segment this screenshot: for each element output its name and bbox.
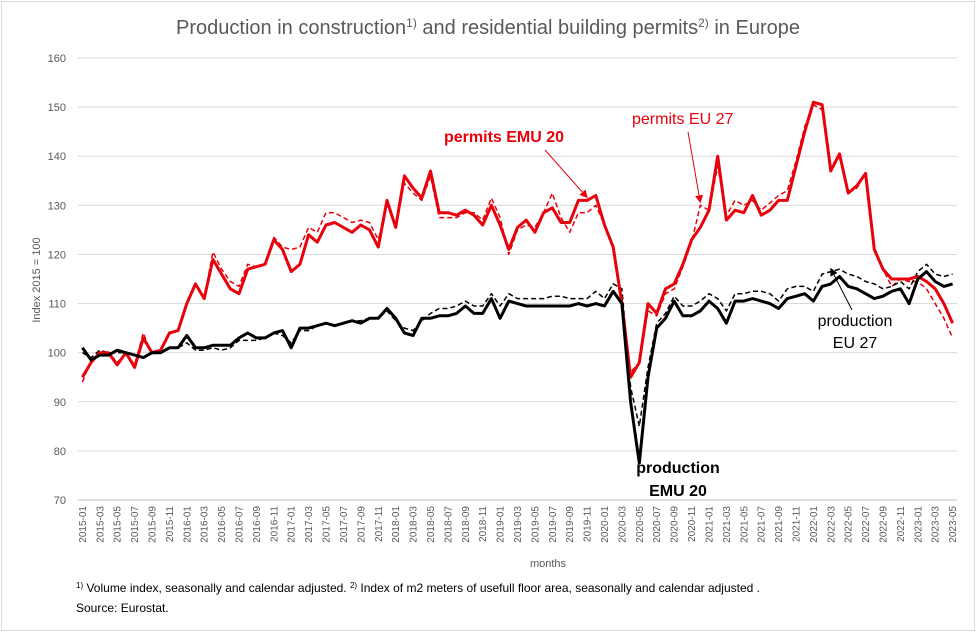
x-tick-label: 2020-03 — [617, 506, 628, 543]
footnote-text-1: Volume index, seasonally and calendar ad… — [83, 581, 350, 595]
x-tick-label: 2020-07 — [652, 506, 663, 543]
x-tick-label: 2019-03 — [513, 506, 524, 543]
x-tick-label: 2018-07 — [443, 506, 454, 543]
source-line: Source: Eurostat. — [76, 601, 169, 615]
x-tick-label: 2016-07 — [235, 506, 246, 543]
x-tick-label: 2018-01 — [391, 506, 402, 543]
label-production-eu27-line1: production — [818, 313, 893, 330]
x-tick-label: 2019-11 — [583, 506, 594, 542]
x-tick-label: 2015-03 — [95, 506, 106, 543]
y-tick-label: 130 — [48, 200, 66, 212]
y-tick-label: 120 — [48, 249, 66, 261]
x-tick-label: 2020-01 — [600, 506, 611, 543]
x-tick-label: 2017-11 — [374, 506, 385, 542]
arrow-permits-eu27 — [687, 131, 704, 204]
footnote-ref-2: 2) — [349, 581, 358, 590]
y-axis-title: Index 2015 = 100 — [31, 237, 43, 322]
x-tick-label: 2015-11 — [165, 506, 176, 542]
series-lines — [81, 100, 954, 465]
y-tick-label: 140 — [48, 151, 66, 163]
x-tick-label: 2022-05 — [844, 506, 855, 543]
x-tick-label: 2021-11 — [792, 506, 803, 542]
footnote-line: 1) Volume index, seasonally and calendar… — [76, 576, 760, 598]
x-tick-label: 2019-09 — [565, 506, 576, 543]
label-permits-emu20: permits EMU 20 — [444, 129, 564, 146]
x-tick-label: 2021-05 — [739, 506, 750, 543]
x-tick-label: 2018-09 — [461, 506, 472, 543]
x-tick-label: 2017-05 — [322, 506, 333, 543]
x-tick-label: 2017-07 — [339, 506, 350, 543]
x-tick-label: 2019-01 — [496, 506, 507, 543]
x-tick-label: 2016-05 — [217, 506, 228, 543]
arrow-permits-emu20 — [544, 149, 588, 199]
y-tick-label: 70 — [54, 495, 66, 507]
x-tick-labels: 2015-01 2015-03 2015-05 2015-07 2015-09 2015-… — [78, 506, 959, 543]
x-tick-label: 2018-05 — [426, 506, 437, 543]
x-tick-label: 2022-01 — [809, 506, 820, 543]
x-tick-label: 2015-05 — [113, 506, 124, 543]
x-tick-label: 2022-09 — [879, 506, 890, 543]
x-tick-label: 2022-03 — [826, 506, 837, 543]
x-tick-label: 2017-09 — [356, 506, 367, 543]
x-tick-label: 2023-05 — [948, 506, 959, 543]
x-tick-label: 2017-03 — [304, 506, 315, 543]
series-line-permits-eu27 — [81, 103, 954, 383]
label-production-eu27-line2: EU 27 — [833, 335, 878, 352]
series-line-production-eu27 — [82, 263, 953, 428]
x-tick-label: 2021-01 — [705, 506, 716, 543]
y-tick-label: 100 — [48, 348, 66, 360]
x-tick-label: 2021-07 — [757, 506, 768, 543]
label-production-emu20-line1: production — [636, 460, 720, 477]
x-tick-label: 2018-11 — [478, 506, 489, 542]
x-tick-label: 2016-11 — [269, 506, 280, 542]
arrow-production-eu27 — [830, 267, 853, 311]
x-tick-label: 2018-03 — [409, 506, 420, 543]
x-tick-label: 2020-05 — [635, 506, 646, 543]
gridlines — [78, 57, 957, 501]
title-part2: and residential building permits — [416, 17, 699, 39]
y-tick-label: 160 — [48, 53, 66, 65]
x-axis-title: months — [530, 558, 567, 570]
x-tick-label: 2023-01 — [913, 506, 924, 543]
x-tick-label: 2019-05 — [530, 506, 541, 543]
y-tick-labels: 70 80 90 100 110 120 130 140 150 160 — [48, 53, 66, 507]
y-tick-label: 150 — [48, 102, 66, 114]
x-tick-label: 2015-09 — [148, 506, 159, 543]
title-part1: Production in construction — [176, 17, 407, 39]
x-tick-label: 2016-01 — [182, 506, 193, 543]
title-footnote-ref-1: 1) — [406, 16, 417, 30]
annotation-arrows — [544, 131, 853, 311]
footnote-text-2: Index of m2 meters of usefull floor area… — [357, 581, 760, 595]
x-tick-label: 2017-01 — [287, 506, 298, 543]
x-tick-label: 2022-07 — [861, 506, 872, 543]
x-tick-label: 2021-09 — [774, 506, 785, 543]
series-line-production-emu20 — [81, 270, 954, 465]
chart-title: Production in construction1) and residen… — [0, 16, 976, 40]
x-tick-label: 2015-07 — [130, 506, 141, 543]
label-permits-eu27: permits EU 27 — [632, 111, 733, 128]
y-tick-label: 110 — [48, 299, 66, 311]
x-tick-label: 2020-09 — [670, 506, 681, 543]
y-tick-label: 90 — [54, 397, 66, 409]
x-tick-label: 2015-01 — [78, 506, 89, 543]
x-tick-label: 2016-03 — [200, 506, 211, 543]
x-tick-label: 2021-03 — [722, 506, 733, 543]
series-line-permits-emu20 — [81, 100, 954, 379]
footnote-ref-1: 1) — [76, 581, 84, 590]
x-tick-label: 2019-07 — [548, 506, 559, 543]
x-tick-label: 2016-09 — [252, 506, 263, 543]
footnote: 1) Volume index, seasonally and calendar… — [76, 576, 760, 618]
y-tick-label: 80 — [54, 446, 66, 458]
x-tick-label: 2022-11 — [896, 506, 907, 542]
title-footnote-ref-2: 2) — [698, 16, 709, 30]
label-production-emu20-line2: EMU 20 — [649, 483, 707, 500]
title-part3: in Europe — [708, 17, 800, 39]
x-tick-label: 2020-11 — [687, 506, 698, 542]
x-tick-label: 2023-03 — [931, 506, 942, 543]
